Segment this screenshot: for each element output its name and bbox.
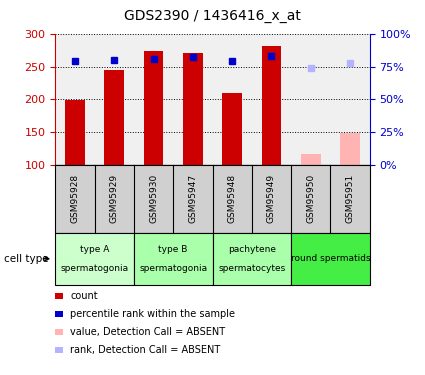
Bar bbox=[262, 46, 281, 165]
Text: GSM95929: GSM95929 bbox=[110, 174, 119, 223]
Bar bbox=[65, 100, 85, 165]
Text: GSM95928: GSM95928 bbox=[71, 174, 79, 223]
Bar bbox=[105, 70, 124, 165]
Text: type B: type B bbox=[159, 245, 188, 254]
Text: percentile rank within the sample: percentile rank within the sample bbox=[70, 309, 235, 319]
Text: spermatogonia: spermatogonia bbox=[60, 264, 129, 273]
Text: GSM95930: GSM95930 bbox=[149, 174, 158, 223]
Text: rank, Detection Call = ABSENT: rank, Detection Call = ABSENT bbox=[70, 345, 221, 355]
Text: spermatocytes: spermatocytes bbox=[218, 264, 286, 273]
Text: GSM95947: GSM95947 bbox=[188, 174, 197, 223]
Bar bbox=[183, 54, 203, 165]
Text: pachytene: pachytene bbox=[228, 245, 276, 254]
Text: GSM95949: GSM95949 bbox=[267, 174, 276, 223]
Text: round spermatids: round spermatids bbox=[291, 254, 370, 263]
Bar bbox=[301, 154, 320, 165]
Text: spermatogonia: spermatogonia bbox=[139, 264, 207, 273]
Text: GSM95948: GSM95948 bbox=[228, 174, 237, 223]
Bar bbox=[222, 93, 242, 165]
Text: GDS2390 / 1436416_x_at: GDS2390 / 1436416_x_at bbox=[124, 9, 301, 23]
Text: value, Detection Call = ABSENT: value, Detection Call = ABSENT bbox=[70, 327, 225, 337]
Text: count: count bbox=[70, 291, 98, 301]
Text: GSM95951: GSM95951 bbox=[346, 174, 354, 223]
Text: type A: type A bbox=[80, 245, 109, 254]
Bar bbox=[144, 51, 163, 165]
Bar bbox=[340, 134, 360, 165]
Text: cell type: cell type bbox=[4, 254, 49, 264]
Text: GSM95950: GSM95950 bbox=[306, 174, 315, 223]
